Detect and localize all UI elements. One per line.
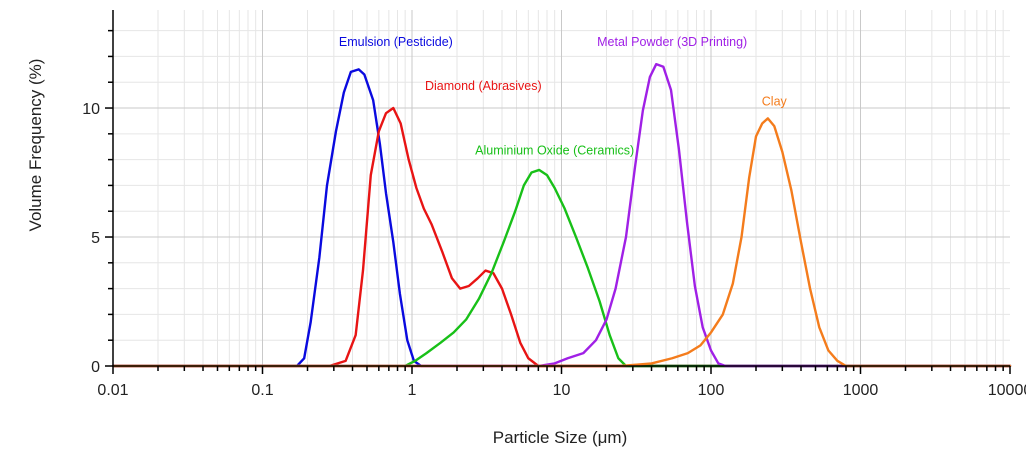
x-tick-label: 100 — [698, 382, 725, 399]
series-label-3: Metal Powder (3D Printing) — [597, 35, 747, 49]
series-line-1 — [111, 106, 1012, 368]
x-tick-label: 1 — [408, 382, 417, 399]
series-layer — [111, 62, 1012, 368]
series-label-0: Emulsion (Pesticide) — [339, 35, 453, 49]
y-tick-label: 10 — [82, 101, 100, 118]
x-tick-label: 0.1 — [251, 382, 273, 399]
series-label-2: Aluminium Oxide (Ceramics) — [475, 143, 634, 157]
series-label-4: Clay — [762, 94, 788, 108]
y-tick-label: 0 — [91, 359, 100, 376]
y-tick-label: 5 — [91, 230, 100, 247]
series-line-3 — [111, 62, 1012, 368]
series-line-2 — [111, 168, 1012, 368]
y-axis-title: Volume Frequency (%) — [26, 59, 45, 232]
series-labels: Emulsion (Pesticide) Diamond (Abrasives) A… — [339, 35, 788, 157]
x-tick-label: 0.01 — [97, 382, 128, 399]
series-line-0 — [111, 68, 1012, 368]
x-axis-title: Particle Size (μm) — [493, 428, 627, 447]
x-tick-label: 10 — [553, 382, 571, 399]
series-label-1: Diamond (Abrasives) — [425, 79, 542, 93]
x-tick-label: 1000 — [843, 382, 879, 399]
series-line-4 — [111, 117, 1012, 368]
